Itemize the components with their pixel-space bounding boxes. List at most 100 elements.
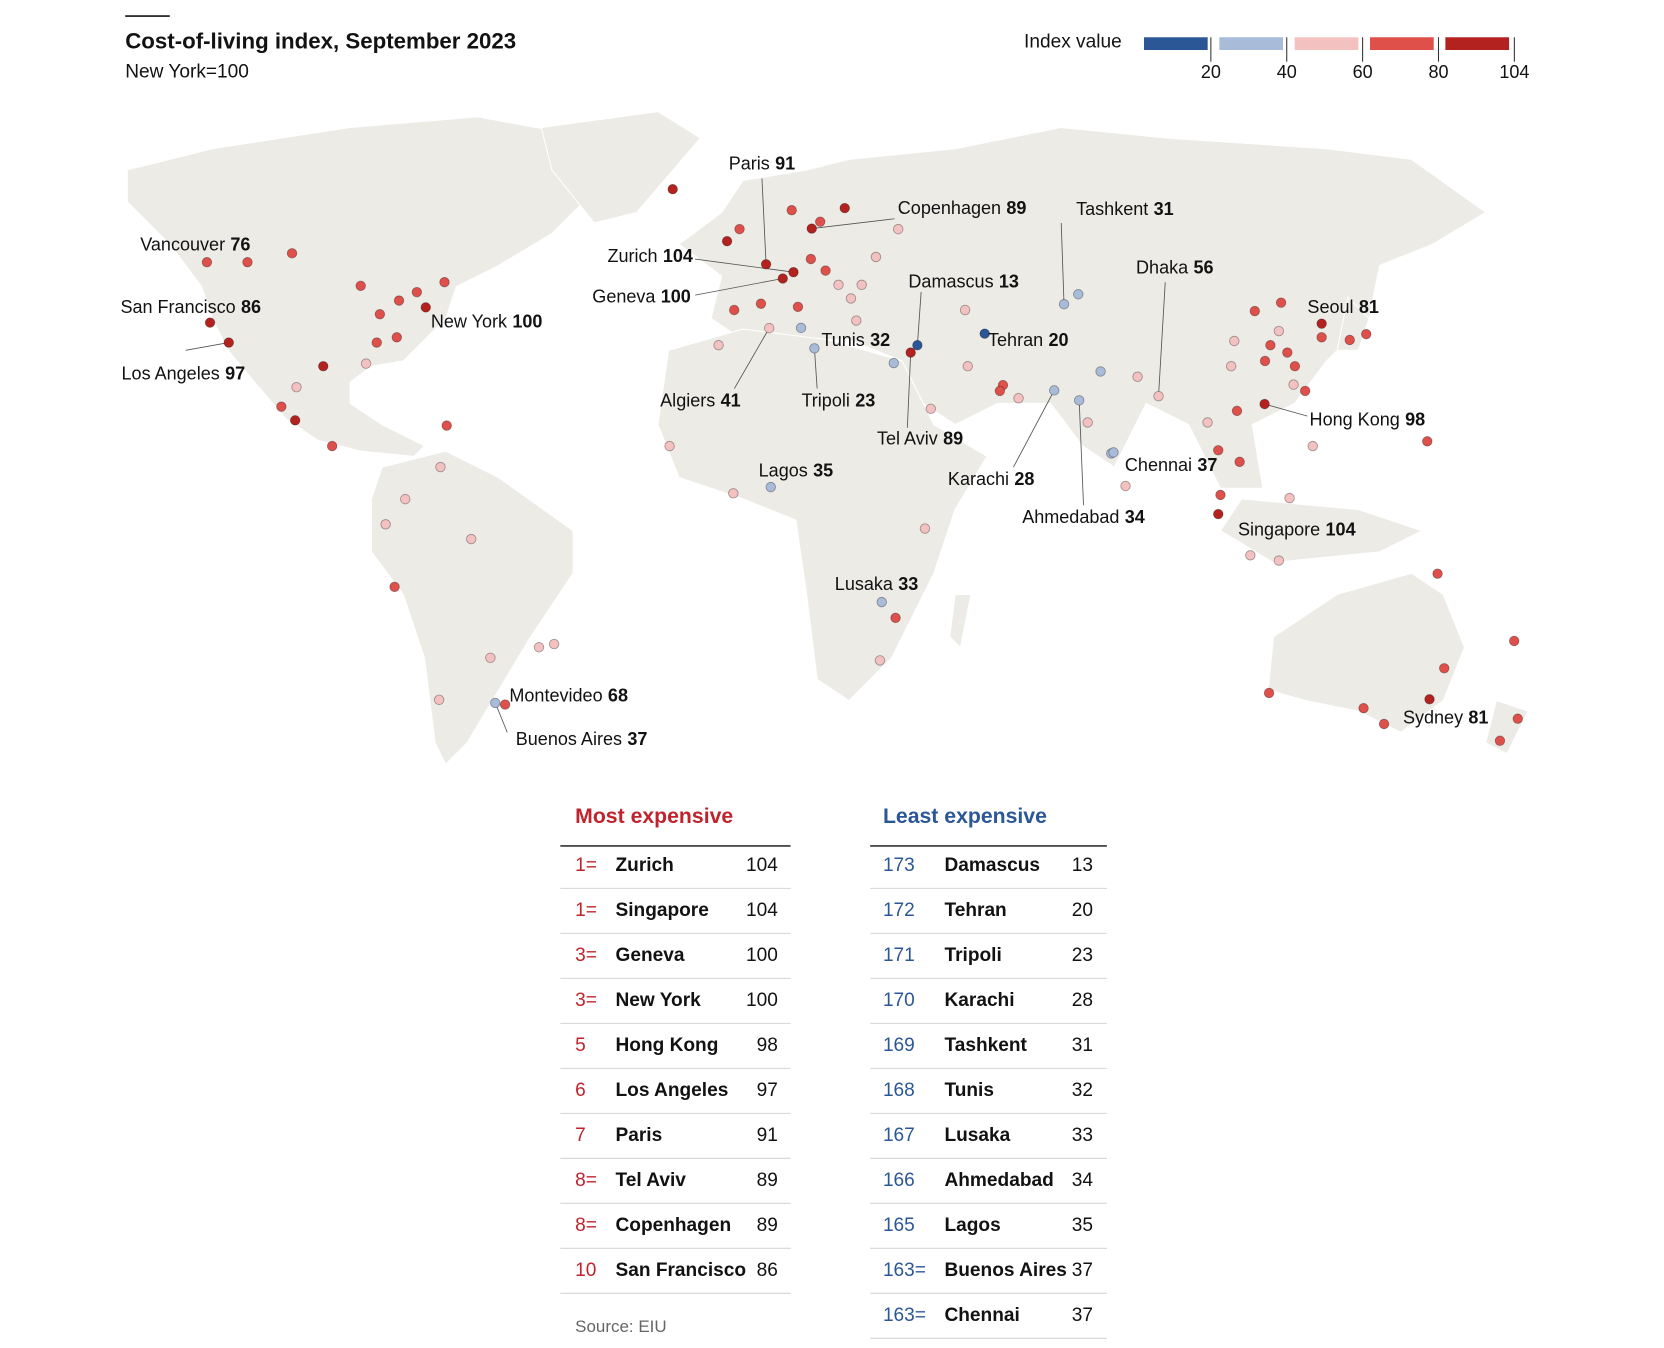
value: 33 bbox=[1072, 1125, 1093, 1146]
city-dot bbox=[1073, 289, 1084, 300]
rank: 172 bbox=[883, 900, 915, 921]
city-name: Dhaka bbox=[1136, 257, 1189, 277]
dots bbox=[201, 183, 1523, 746]
city-label: Lagos 35 bbox=[759, 460, 834, 480]
city-name: Buenos Aires bbox=[516, 729, 622, 749]
city-dot bbox=[777, 273, 788, 284]
city-name: Singapore bbox=[1238, 520, 1320, 540]
city-value: 28 bbox=[1014, 469, 1034, 489]
city-name: Karachi bbox=[948, 469, 1009, 489]
city-dot bbox=[728, 488, 739, 499]
city: Ahmedabad bbox=[944, 1170, 1053, 1191]
value: 31 bbox=[1072, 1035, 1093, 1056]
city-value: 37 bbox=[1197, 455, 1217, 475]
city-label: Dhaka 56 bbox=[1136, 257, 1213, 277]
city-name: Vancouver bbox=[140, 234, 225, 254]
city-value: 68 bbox=[608, 685, 628, 705]
city: Tripoli bbox=[944, 945, 1001, 966]
rank: 8= bbox=[575, 1170, 597, 1191]
city-value: 20 bbox=[1048, 330, 1068, 350]
city-dot bbox=[1282, 347, 1293, 358]
city-value: 89 bbox=[1006, 198, 1026, 218]
city: Tunis bbox=[944, 1080, 994, 1101]
city-dot bbox=[1378, 718, 1390, 730]
city-dot bbox=[806, 223, 817, 234]
city-name: Tripoli bbox=[801, 390, 849, 410]
city-dot bbox=[664, 440, 675, 452]
city-value: 34 bbox=[1125, 507, 1145, 527]
city-value: 97 bbox=[225, 364, 245, 384]
rank: 3= bbox=[575, 945, 597, 966]
value: 100 bbox=[746, 945, 778, 966]
city-dot bbox=[1073, 395, 1085, 406]
city-dot bbox=[371, 337, 382, 348]
city-dot bbox=[764, 322, 775, 334]
city-label: Karachi 28 bbox=[948, 469, 1035, 489]
city: Lagos bbox=[944, 1215, 1000, 1236]
city: Singapore bbox=[616, 900, 709, 921]
new-zealand bbox=[1485, 699, 1529, 755]
leader-line bbox=[695, 278, 783, 296]
city-dot bbox=[1120, 480, 1131, 492]
city-dot bbox=[1249, 305, 1260, 317]
city-dot bbox=[728, 304, 740, 316]
city-dot bbox=[1234, 456, 1245, 468]
africa bbox=[657, 328, 988, 702]
city-dot bbox=[1358, 702, 1369, 714]
city-dot bbox=[905, 347, 916, 358]
city-value: 86 bbox=[241, 297, 261, 317]
city-dot bbox=[1344, 334, 1355, 346]
city-dot bbox=[1424, 694, 1435, 705]
city-dot bbox=[223, 337, 234, 348]
city-dot bbox=[439, 276, 450, 288]
leader-line bbox=[814, 348, 818, 389]
greenland bbox=[540, 110, 702, 224]
city-dot bbox=[888, 357, 899, 369]
rank: 167 bbox=[883, 1125, 915, 1146]
city-dot bbox=[499, 699, 511, 710]
leader-line bbox=[916, 291, 922, 346]
city-dot bbox=[1422, 436, 1433, 447]
city-label: Sydney 81 bbox=[1403, 707, 1489, 727]
city-value: 91 bbox=[775, 153, 795, 173]
city-value: 104 bbox=[1326, 520, 1356, 540]
city-dot bbox=[286, 248, 298, 259]
city-dot bbox=[1013, 393, 1024, 404]
city-dot bbox=[201, 257, 213, 268]
city-dot bbox=[1095, 366, 1106, 377]
leader-line bbox=[1264, 403, 1308, 417]
city-dot bbox=[1259, 398, 1270, 410]
rank: 7 bbox=[575, 1125, 586, 1146]
city-dot bbox=[795, 322, 807, 334]
value: 37 bbox=[1072, 1260, 1093, 1281]
city-value: 23 bbox=[855, 390, 875, 410]
city-dot bbox=[788, 266, 799, 278]
city-name: Paris bbox=[729, 153, 770, 173]
leader-line bbox=[906, 352, 912, 428]
city-name: Tashkent bbox=[1076, 199, 1148, 219]
city-dot bbox=[792, 301, 804, 313]
rank: 163= bbox=[883, 1305, 926, 1326]
australia bbox=[1267, 572, 1466, 733]
city-dot bbox=[393, 295, 405, 306]
city-name: Montevideo bbox=[509, 685, 602, 705]
legend-tick-label: 80 bbox=[1428, 62, 1448, 82]
city-name: Copenhagen bbox=[898, 198, 1001, 218]
city-dot bbox=[435, 461, 446, 473]
city-value: 13 bbox=[999, 271, 1019, 291]
city-dot bbox=[1132, 371, 1143, 382]
subtitle: New York=100 bbox=[125, 61, 249, 82]
value: 104 bbox=[746, 855, 778, 876]
city: Tehran bbox=[944, 900, 1006, 921]
leader-line bbox=[1013, 390, 1055, 468]
rank: 1= bbox=[575, 855, 597, 876]
city-dot bbox=[893, 223, 904, 235]
city-dot bbox=[360, 358, 372, 369]
city-dot bbox=[1273, 325, 1285, 337]
city-label: Algiers 41 bbox=[660, 390, 740, 410]
city-value: 33 bbox=[898, 574, 918, 594]
source: Source: EIU bbox=[575, 1317, 666, 1336]
indonesia bbox=[1219, 498, 1424, 564]
city-value: 100 bbox=[661, 286, 691, 306]
city-dot bbox=[548, 638, 560, 650]
